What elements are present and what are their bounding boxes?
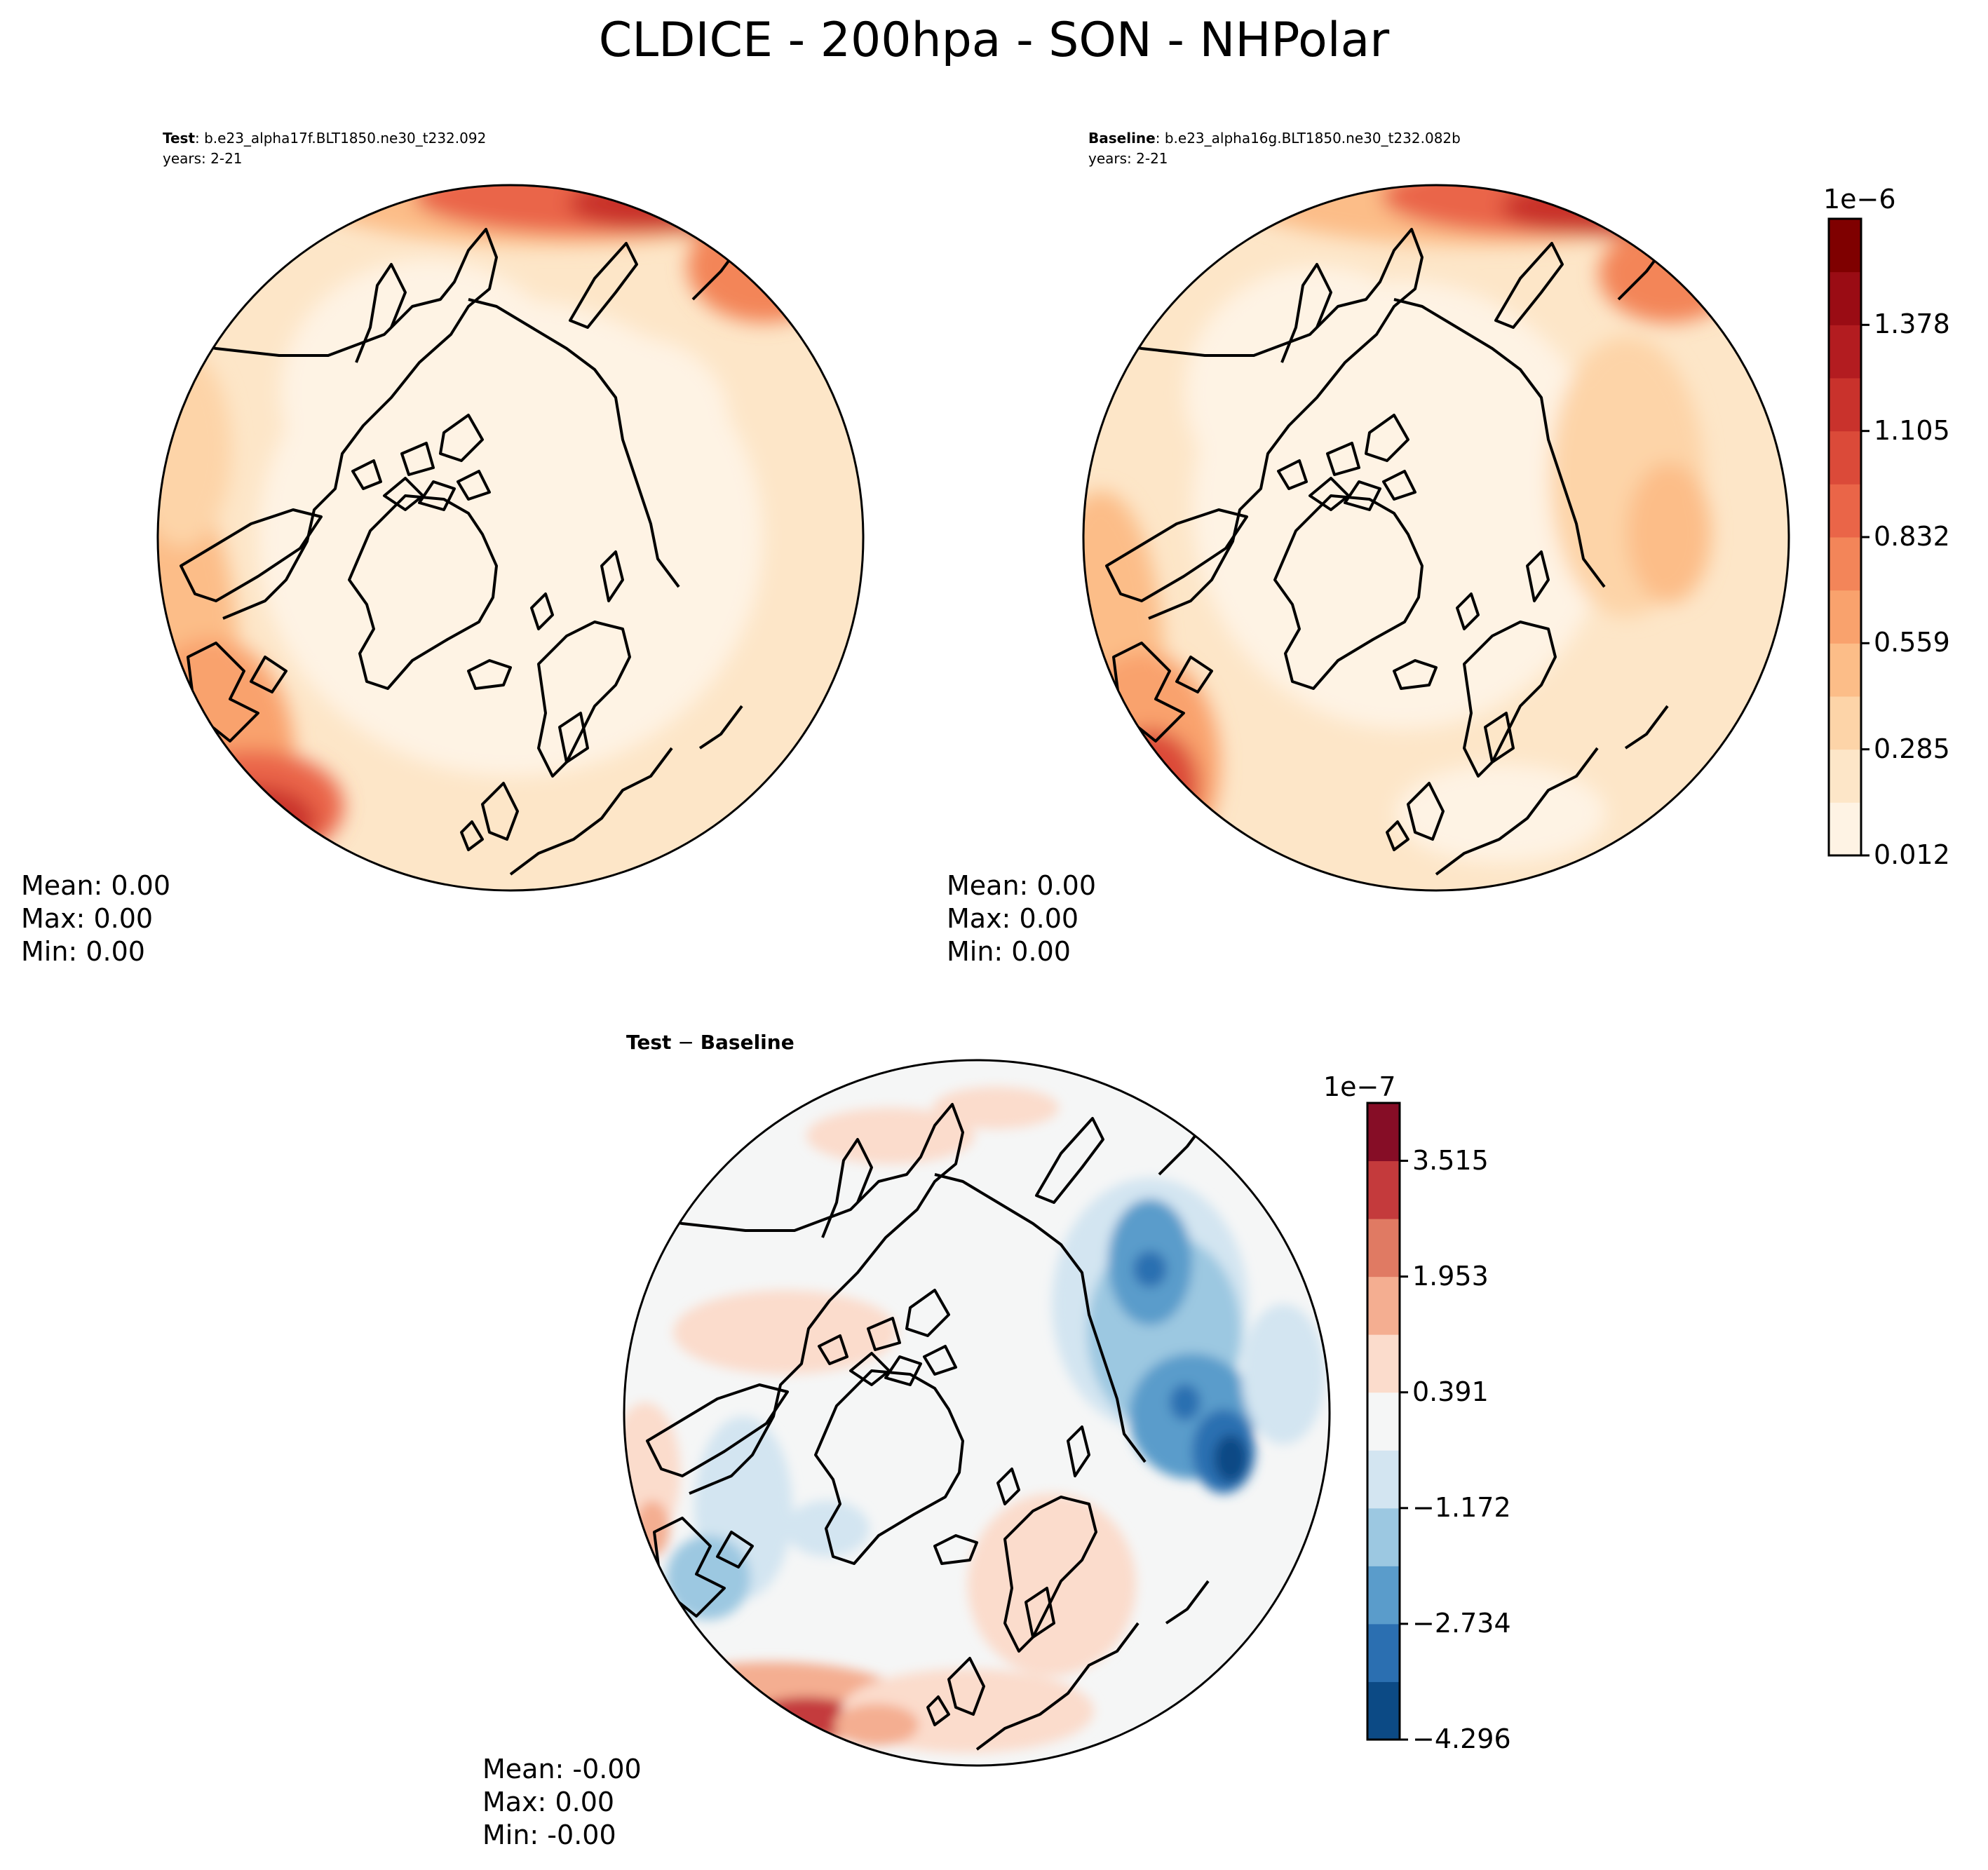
test-mean: Mean: 0.00 [21,870,171,901]
diff-stats: Mean: -0.00 Max: 0.00 Min: -0.00 [482,1753,642,1852]
diff-mean: Mean: -0.00 [482,1754,642,1784]
colorbar-segment [1829,643,1861,697]
colorbar-segment [1367,1566,1400,1625]
colorbar-segment [1829,696,1861,750]
colorbar-frame [1366,1102,1401,1741]
colorbar-segment [1367,1160,1400,1219]
diff-label-minus: − [671,1031,701,1054]
diff-label-bold: Test [626,1031,672,1054]
colorbar-segment [1829,325,1861,379]
diff-colorbar-exponent: 1e−7 [1323,1071,1396,1102]
colorbar-segment [1367,1276,1400,1335]
test-label-text: : b.e23_alpha17f.BLT1850.ne30_t232.092 [195,130,487,147]
colorbar-segment [1367,1507,1400,1566]
test-panel-title: Test: b.e23_alpha17f.BLT1850.ne30_t232.0… [163,128,486,169]
colorbar-segment [1829,590,1861,644]
diff-label-bold2: Baseline [700,1031,794,1054]
test-map [156,184,865,892]
colorbar-tick-label: 0.559 [1874,627,1950,658]
colorbar-segment [1367,1450,1400,1509]
baseline-years: years: 2-21 [1088,150,1168,167]
colorbar-segment [1829,537,1861,591]
main-colorbar-exponent: 1e−6 [1823,184,1896,215]
diff-max: Max: 0.00 [482,1787,615,1817]
colorbar-segment [1829,484,1861,538]
figure-title: CLDICE - 200hpa - SON - NHPolar [598,13,1390,68]
colorbar-segment [1367,1392,1400,1451]
colorbar-segment [1829,431,1861,485]
colorbar-tick-label: 0.285 [1874,733,1950,764]
diff-map [623,1059,1331,1767]
baseline-stats: Mean: 0.00 Max: 0.00 Min: 0.00 [947,869,1096,968]
colorbar-tick-label: −4.296 [1412,1723,1511,1754]
colorbar-segment [1367,1623,1400,1682]
baseline-label-text: : b.e23_alpha16g.BLT1850.ne30_t232.082b [1155,130,1461,147]
colorbar-segment [1367,1334,1400,1393]
test-max: Max: 0.00 [21,903,154,934]
colorbar-tick-label: −2.734 [1412,1607,1511,1639]
test-stats: Mean: 0.00 Max: 0.00 Min: 0.00 [21,869,170,968]
colorbar-segment [1829,802,1861,856]
colorbar-tick-label: −1.172 [1412,1491,1511,1523]
colorbar-segment [1367,1219,1400,1278]
baseline-mean: Mean: 0.00 [947,870,1097,901]
colorbar-tick-label: 0.391 [1412,1376,1489,1407]
baseline-map [1082,184,1790,892]
colorbar-tick-label: 3.515 [1412,1144,1489,1176]
test-min: Min: 0.00 [21,936,145,967]
colorbar-segment [1829,271,1861,325]
colorbar-tick-label: 1.105 [1874,414,1950,446]
baseline-label-bold: Baseline [1088,130,1156,147]
baseline-min: Min: 0.00 [947,936,1071,967]
colorbar-tick-label: 1.378 [1874,309,1950,340]
colorbar-segment [1829,219,1861,273]
test-label-bold: Test [163,130,196,147]
colorbar-tick-label: 1.953 [1412,1260,1489,1292]
baseline-panel-title: Baseline: b.e23_alpha16g.BLT1850.ne30_t2… [1088,128,1461,169]
test-years: years: 2-21 [163,150,243,167]
colorbar-segment [1829,378,1861,432]
diff-min: Min: -0.00 [482,1820,616,1850]
colorbar-tick-label: 0.012 [1874,839,1950,870]
main-colorbar [1827,217,1869,857]
baseline-max: Max: 0.00 [947,903,1079,934]
colorbar-tick-label: 0.832 [1874,521,1950,552]
colorbar-segment [1367,1103,1400,1162]
colorbar-segment [1367,1681,1400,1740]
colorbar-segment [1829,749,1861,803]
diff-colorbar [1366,1102,1408,1741]
diff-panel-title: Test − Baseline [626,1031,794,1054]
